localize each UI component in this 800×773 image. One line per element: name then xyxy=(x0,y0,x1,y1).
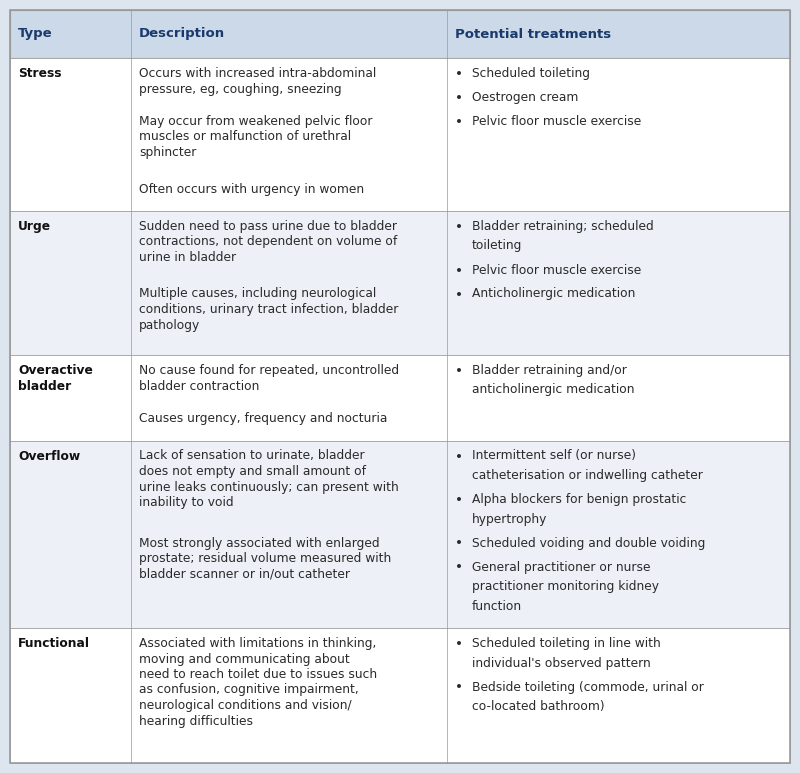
Text: Pelvic floor muscle exercise: Pelvic floor muscle exercise xyxy=(472,115,641,128)
Text: Scheduled toileting: Scheduled toileting xyxy=(472,67,590,80)
Text: •: • xyxy=(455,91,463,105)
Text: Description: Description xyxy=(139,28,226,40)
Text: •: • xyxy=(455,536,463,550)
Text: •: • xyxy=(455,364,463,378)
Text: •: • xyxy=(455,637,463,651)
Bar xyxy=(10,628,790,763)
Text: Multiple causes, including neurological
conditions, urinary tract infection, bla: Multiple causes, including neurological … xyxy=(139,288,398,332)
Text: Oestrogen cream: Oestrogen cream xyxy=(472,91,578,104)
Bar xyxy=(10,10,790,58)
Bar xyxy=(10,211,790,355)
Bar xyxy=(10,441,790,628)
Text: Functional: Functional xyxy=(18,637,90,650)
Text: Overflow: Overflow xyxy=(18,450,81,462)
Bar xyxy=(10,355,790,441)
Text: •: • xyxy=(455,493,463,507)
Text: catheterisation or indwelling catheter: catheterisation or indwelling catheter xyxy=(472,469,702,482)
Text: Sudden need to pass urine due to bladder
contractions, not dependent on volume o: Sudden need to pass urine due to bladder… xyxy=(139,220,398,264)
Text: Most strongly associated with enlarged
prostate; residual volume measured with
b: Most strongly associated with enlarged p… xyxy=(139,536,391,581)
Text: •: • xyxy=(455,264,463,278)
Text: •: • xyxy=(455,450,463,464)
Bar xyxy=(10,58,790,211)
Text: Intermittent self (or nurse): Intermittent self (or nurse) xyxy=(472,450,636,462)
Text: individual's observed pattern: individual's observed pattern xyxy=(472,656,650,669)
Text: hypertrophy: hypertrophy xyxy=(472,512,547,526)
Text: Bladder retraining and/or: Bladder retraining and/or xyxy=(472,364,626,377)
Text: Alpha blockers for benign prostatic: Alpha blockers for benign prostatic xyxy=(472,493,686,506)
Text: •: • xyxy=(455,288,463,301)
Text: May occur from weakened pelvic floor
muscles or malfunction of urethral
sphincte: May occur from weakened pelvic floor mus… xyxy=(139,115,373,159)
Text: •: • xyxy=(455,560,463,574)
Text: function: function xyxy=(472,600,522,612)
Text: Overactive
bladder: Overactive bladder xyxy=(18,364,94,393)
Text: practitioner monitoring kidney: practitioner monitoring kidney xyxy=(472,580,659,593)
Text: Lack of sensation to urinate, bladder
does not empty and small amount of
urine l: Lack of sensation to urinate, bladder do… xyxy=(139,450,399,509)
Text: Anticholinergic medication: Anticholinergic medication xyxy=(472,288,635,301)
Text: Scheduled voiding and double voiding: Scheduled voiding and double voiding xyxy=(472,536,705,550)
Text: No cause found for repeated, uncontrolled
bladder contraction: No cause found for repeated, uncontrolle… xyxy=(139,364,399,393)
Text: •: • xyxy=(455,680,463,694)
Text: General practitioner or nurse: General practitioner or nurse xyxy=(472,560,650,574)
Text: Stress: Stress xyxy=(18,67,62,80)
Text: Associated with limitations in thinking,
moving and communicating about
need to : Associated with limitations in thinking,… xyxy=(139,637,378,727)
Text: Often occurs with urgency in women: Often occurs with urgency in women xyxy=(139,182,364,196)
Text: Pelvic floor muscle exercise: Pelvic floor muscle exercise xyxy=(472,264,641,277)
Text: Bedside toileting (commode, urinal or: Bedside toileting (commode, urinal or xyxy=(472,680,704,693)
Text: anticholinergic medication: anticholinergic medication xyxy=(472,383,634,397)
Text: Potential treatments: Potential treatments xyxy=(455,28,611,40)
Text: Occurs with increased intra-abdominal
pressure, eg, coughing, sneezing: Occurs with increased intra-abdominal pr… xyxy=(139,67,377,96)
Text: co-located bathroom): co-located bathroom) xyxy=(472,700,605,713)
Text: Scheduled toileting in line with: Scheduled toileting in line with xyxy=(472,637,661,650)
Text: Bladder retraining; scheduled: Bladder retraining; scheduled xyxy=(472,220,654,233)
Text: •: • xyxy=(455,220,463,234)
Text: Urge: Urge xyxy=(18,220,51,233)
Text: toileting: toileting xyxy=(472,240,522,253)
Text: Type: Type xyxy=(18,28,53,40)
Text: Causes urgency, frequency and nocturia: Causes urgency, frequency and nocturia xyxy=(139,412,388,425)
Text: •: • xyxy=(455,67,463,81)
Text: •: • xyxy=(455,115,463,129)
